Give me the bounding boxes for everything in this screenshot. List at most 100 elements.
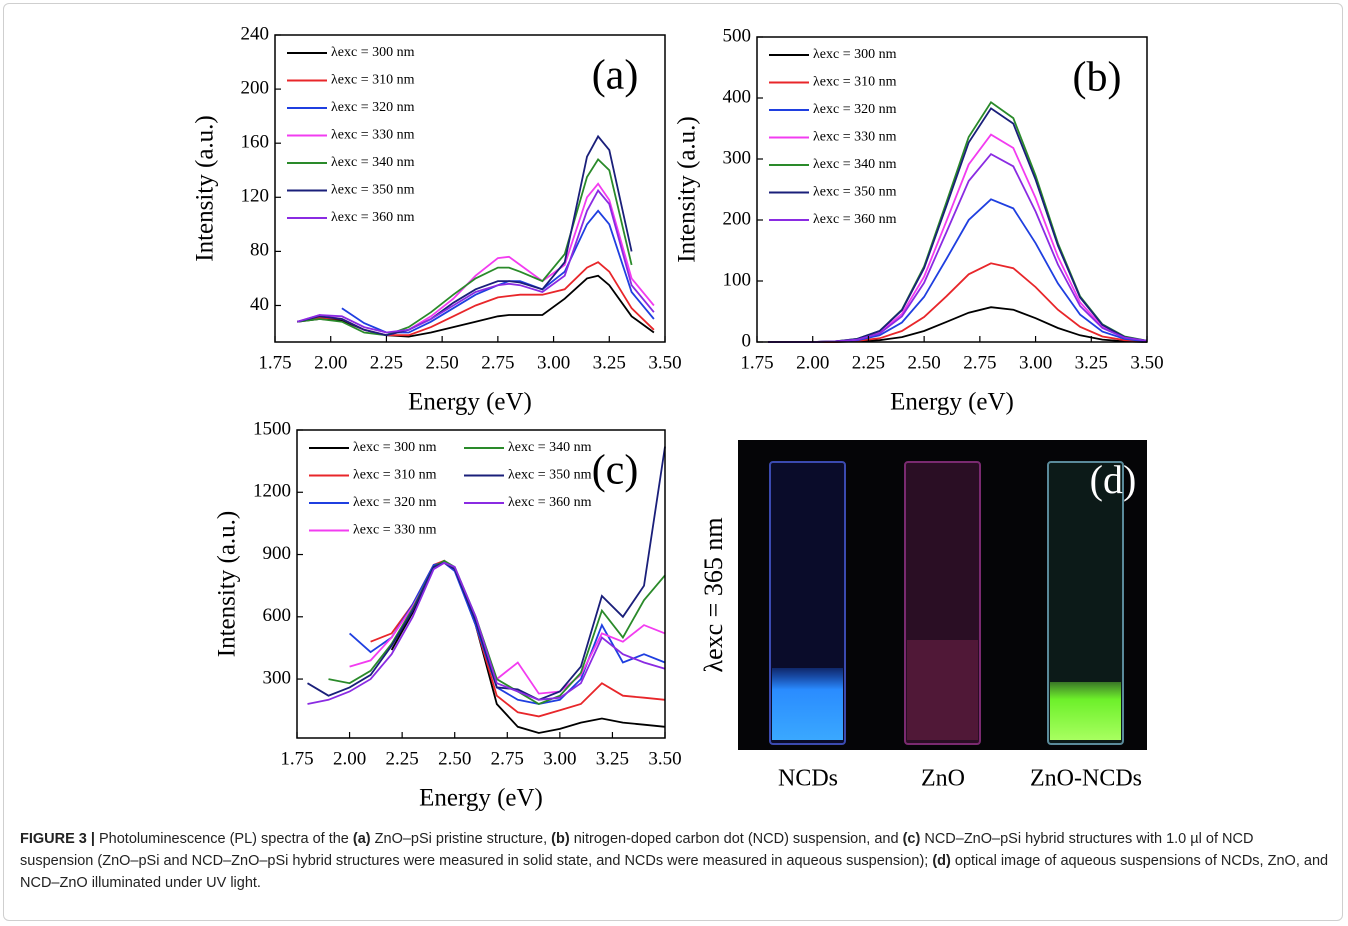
y-tick-label: 0	[742, 330, 752, 351]
y-tick-label: 300	[263, 667, 292, 688]
data-line	[307, 561, 666, 705]
legend-label: λexc = 330 nm	[353, 523, 437, 538]
x-tick-label: 2.25	[386, 748, 419, 769]
data-line	[349, 561, 666, 695]
x-tick-label: 1.75	[258, 352, 291, 373]
legend-label: λexc = 310 nm	[813, 75, 897, 90]
x-tick-label: 1.75	[740, 352, 773, 373]
caption-bold: FIGURE 3 |	[20, 831, 95, 847]
x-tick-label: 2.50	[908, 352, 941, 373]
legend-label: λexc = 350 nm	[813, 185, 897, 200]
legend-label: λexc = 340 nm	[331, 155, 415, 170]
caption-bold: (c)	[902, 831, 921, 847]
data-line	[297, 182, 655, 337]
y-tick-label: 1200	[253, 481, 291, 502]
x-tick-label: 3.00	[543, 748, 576, 769]
caption: FIGURE 3 | Photoluminescence (PL) spectr…	[20, 828, 1330, 894]
x-tick-label: 2.00	[314, 352, 347, 373]
legend-label: λexc = 330 nm	[813, 130, 897, 145]
data-line	[297, 188, 655, 334]
x-axis-label: Energy (eV)	[408, 389, 532, 416]
y-tick-label: 400	[723, 86, 752, 107]
y-tick-label: 300	[723, 147, 752, 168]
legend-label: λexc = 360 nm	[813, 212, 897, 227]
y-axis-label: Intensity (a.u.)	[192, 115, 219, 261]
y-tick-label: 900	[263, 543, 292, 564]
legend-label: λexc = 320 nm	[353, 495, 437, 510]
caption-bold: (b)	[551, 831, 570, 847]
caption-bold: (d)	[932, 853, 951, 869]
data-line	[370, 559, 666, 718]
data-line	[297, 134, 633, 337]
legend-label: λexc = 360 nm	[331, 210, 415, 225]
x-axis-label: Energy (eV)	[890, 389, 1014, 416]
data-line	[768, 262, 1148, 343]
x-tick-label: 3.00	[537, 352, 570, 373]
data-line	[297, 157, 633, 337]
x-tick-label: 2.75	[491, 748, 524, 769]
y-tick-label: 200	[723, 208, 752, 229]
legend-label: λexc = 300 nm	[331, 45, 415, 60]
figure-frame	[3, 3, 1343, 921]
legend-label: λexc = 320 nm	[331, 100, 415, 115]
y-tick-label: 600	[263, 605, 292, 626]
y-tick-label: 160	[241, 132, 270, 153]
plot-frame	[274, 34, 666, 343]
x-tick-label: 2.00	[333, 748, 366, 769]
sample-label: NCDs	[778, 766, 838, 792]
caption-text: Photoluminescence (PL) spectra of the	[99, 831, 349, 847]
x-tick-label: 3.25	[1075, 352, 1108, 373]
legend-label: λexc = 320 nm	[813, 102, 897, 117]
x-tick-label: 2.50	[426, 352, 459, 373]
x-tick-label: 2.00	[796, 352, 829, 373]
data-line	[307, 446, 666, 701]
data-line	[390, 559, 666, 734]
panel-label: (a)	[592, 53, 639, 99]
x-tick-label: 2.75	[963, 352, 996, 373]
photo	[738, 440, 1147, 750]
caption-bold: (a)	[352, 831, 371, 847]
caption-text: nitrogen-doped carbon dot (NCD) suspensi…	[573, 831, 899, 847]
panel-label: (b)	[1073, 55, 1122, 101]
y-tick-label: 200	[241, 77, 270, 98]
legend-label: λexc = 340 nm	[813, 157, 897, 172]
caption-text: ZnO–pSi pristine structure,	[374, 831, 548, 847]
y-tick-label: 1500	[253, 418, 291, 439]
x-tick-label: 2.25	[370, 352, 403, 373]
x-tick-label: 3.25	[593, 352, 626, 373]
panel-label: (c)	[592, 448, 639, 494]
legend-label: λexc = 310 nm	[353, 468, 437, 483]
legend-label: λexc = 330 nm	[331, 128, 415, 143]
x-tick-label: 3.50	[648, 352, 681, 373]
y-tick-label: 500	[723, 25, 752, 46]
legend-label: λexc = 300 nm	[353, 440, 437, 455]
x-tick-label: 2.50	[438, 748, 471, 769]
side-label: λexc = 365 nm	[699, 517, 728, 672]
x-tick-label: 2.75	[481, 352, 514, 373]
y-tick-label: 120	[241, 186, 270, 207]
y-tick-label: 80	[250, 240, 269, 261]
data-line	[341, 209, 655, 334]
legend-label: λexc = 300 nm	[813, 47, 897, 62]
x-axis-label: Energy (eV)	[419, 785, 543, 812]
caption-text: NCD–ZnO–pSi hybrid structures with 1.0 µ…	[20, 831, 1254, 869]
plot-frame	[296, 429, 666, 739]
figure: (d) λexc = 365 nm NCDs ZnO ZnO-NCDs 1.75…	[192, 23, 1164, 812]
legend-label: λexc = 360 nm	[508, 495, 592, 510]
legend-label: λexc = 350 nm	[331, 183, 415, 198]
y-axis-label: Intensity (a.u.)	[674, 116, 701, 262]
x-tick-label: 3.50	[648, 748, 681, 769]
legend-label: λexc = 340 nm	[508, 440, 592, 455]
panel-label: (d)	[1090, 457, 1137, 502]
caption-text: optical image of aqueous suspensions of …	[20, 853, 1329, 891]
legend-label: λexc = 310 nm	[331, 73, 415, 88]
x-tick-label: 3.50	[1130, 352, 1163, 373]
y-axis-label: Intensity (a.u.)	[214, 511, 241, 657]
sample-label: ZnO	[921, 766, 965, 792]
x-tick-label: 3.25	[596, 748, 629, 769]
sample-label: ZnO-NCDs	[1030, 766, 1142, 792]
y-tick-label: 240	[241, 23, 270, 44]
y-tick-label: 100	[723, 269, 752, 290]
x-tick-label: 3.00	[1019, 352, 1052, 373]
legend-label: λexc = 350 nm	[508, 468, 592, 483]
